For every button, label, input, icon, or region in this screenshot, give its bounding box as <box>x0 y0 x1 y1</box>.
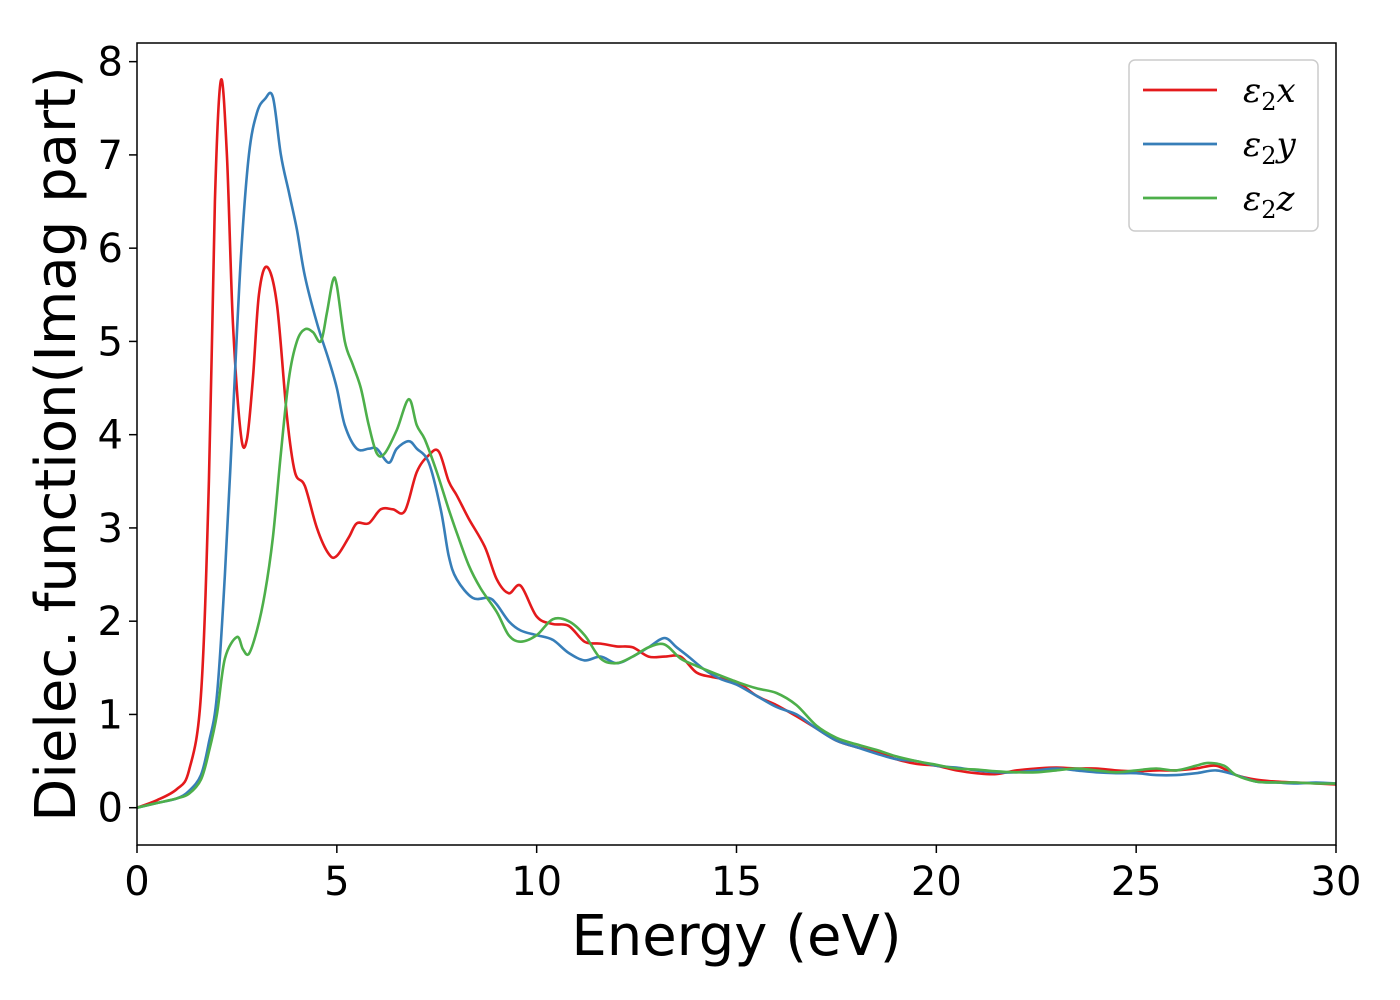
series-group <box>136 78 1337 809</box>
series-line-2 <box>136 91 1337 809</box>
legend-label-3: ε2z <box>1243 179 1296 224</box>
y-tick-label: 2 <box>98 599 123 645</box>
y-axis-label: Dielec. function(Imag part) <box>24 66 89 822</box>
x-tick-label: 30 <box>1311 859 1362 905</box>
legend-label-1: ε2x <box>1243 71 1296 116</box>
ticks-group: 0 5 10 15 20 25 30 0 1 2 3 4 5 6 7 8 <box>98 40 1362 905</box>
y-tick-label: 4 <box>98 413 123 459</box>
y-tick-label: 7 <box>98 133 123 179</box>
y-tick-label: 0 <box>98 786 123 832</box>
y-tick-label: 5 <box>98 319 123 365</box>
x-tick-label: 0 <box>124 859 149 905</box>
y-tick-label: 8 <box>98 40 123 86</box>
series-line-3 <box>136 276 1337 809</box>
x-tick-label: 15 <box>711 859 762 905</box>
x-tick-label: 25 <box>1111 859 1162 905</box>
y-tick-label: 6 <box>98 226 123 272</box>
plot-frame <box>136 42 1337 846</box>
x-tick-label: 20 <box>911 859 962 905</box>
y-tick-label: 1 <box>98 692 123 738</box>
y-tick-label: 3 <box>98 506 123 552</box>
legend-box <box>1128 59 1319 232</box>
legend: ε2x ε2y ε2z <box>1128 59 1319 232</box>
legend-label-2: ε2y <box>1243 125 1297 170</box>
x-tick-label: 5 <box>324 859 349 905</box>
x-axis-label: Energy (eV) <box>571 904 901 969</box>
x-tick-label: 10 <box>511 859 562 905</box>
